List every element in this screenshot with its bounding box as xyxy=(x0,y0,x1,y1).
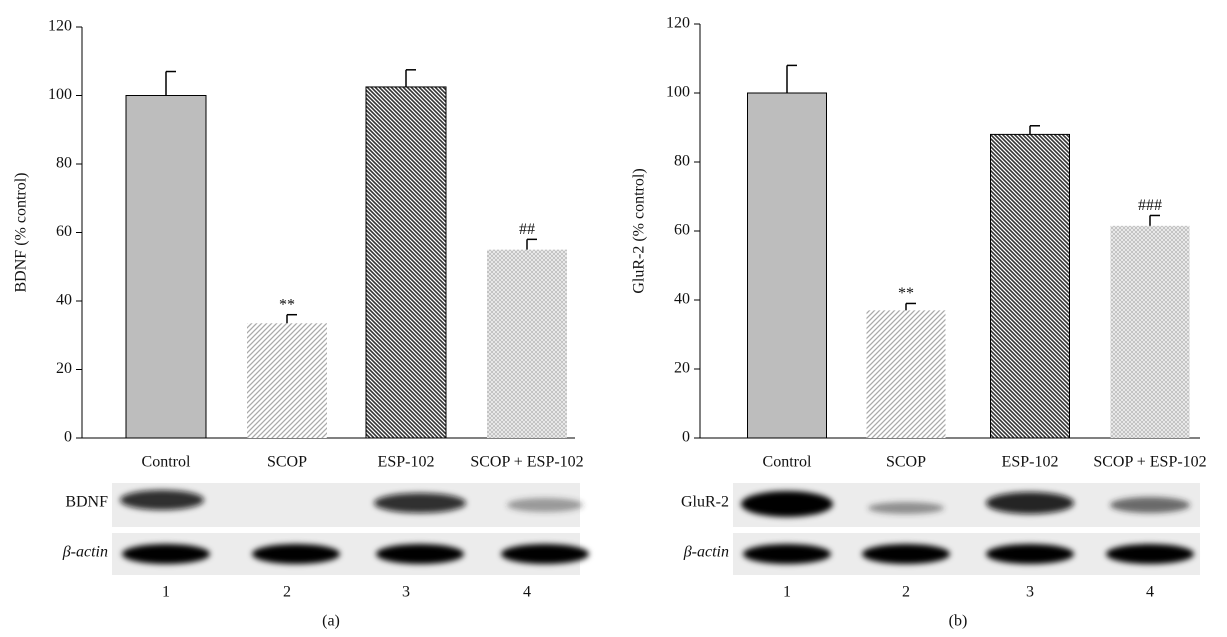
lane-label: 4 xyxy=(1146,584,1154,601)
bar xyxy=(365,86,447,439)
y-tick-label: 100 xyxy=(666,84,690,101)
lane-label: 2 xyxy=(283,584,291,601)
y-tick-label: 20 xyxy=(674,360,690,377)
significance: ## xyxy=(519,221,535,238)
x-tick-label: SCOP + ESP-102 xyxy=(1093,454,1206,471)
bar xyxy=(125,95,207,439)
panel-label: (a) xyxy=(322,613,340,630)
y-tick-label: 100 xyxy=(48,86,72,103)
y-axis-label: GluR-2 (% control) xyxy=(631,168,648,293)
lane-label: 3 xyxy=(402,584,410,601)
lane-label: 1 xyxy=(783,584,791,601)
significance: ### xyxy=(1138,197,1162,214)
bar xyxy=(866,310,946,438)
bar xyxy=(247,323,327,438)
y-tick-label: 60 xyxy=(674,222,690,239)
x-tick-label: ESP-102 xyxy=(1002,454,1059,471)
x-tick-label: Control xyxy=(142,454,191,471)
y-tick-label: 0 xyxy=(64,429,72,446)
bar xyxy=(487,249,567,438)
lane-label: 2 xyxy=(902,584,910,601)
y-axis-label: BDNF (% control) xyxy=(13,173,30,293)
y-tick-label: 40 xyxy=(56,292,72,309)
x-tick-label: Control xyxy=(763,454,812,471)
y-tick-label: 80 xyxy=(56,155,72,172)
panel-label: (b) xyxy=(949,613,968,630)
bar xyxy=(990,133,1070,439)
y-tick-label: 60 xyxy=(56,223,72,240)
bar xyxy=(747,92,827,439)
x-tick-label: SCOP xyxy=(267,454,307,471)
y-tick-label: 120 xyxy=(48,18,72,35)
significance: ** xyxy=(898,285,914,302)
y-tick-label: 40 xyxy=(674,291,690,308)
lane-label: 4 xyxy=(523,584,531,601)
x-tick-label: ESP-102 xyxy=(378,454,435,471)
y-tick-label: 20 xyxy=(56,360,72,377)
lane-label: 3 xyxy=(1026,584,1034,601)
x-tick-label: SCOP + ESP-102 xyxy=(470,454,583,471)
blot-label: GluR-2 xyxy=(681,494,729,511)
lane-label: 1 xyxy=(162,584,170,601)
blot-label: β-actin xyxy=(683,544,729,561)
y-tick-label: 120 xyxy=(666,15,690,32)
significance: ** xyxy=(279,296,295,313)
blot-label: β-actin xyxy=(62,544,108,561)
blots xyxy=(112,483,1200,575)
bar xyxy=(1110,225,1190,438)
y-tick-label: 80 xyxy=(674,153,690,170)
y-tick-label: 0 xyxy=(682,429,690,446)
blot-label: BDNF xyxy=(65,494,108,511)
x-tick-label: SCOP xyxy=(886,454,926,471)
blot-bands xyxy=(120,490,1194,564)
